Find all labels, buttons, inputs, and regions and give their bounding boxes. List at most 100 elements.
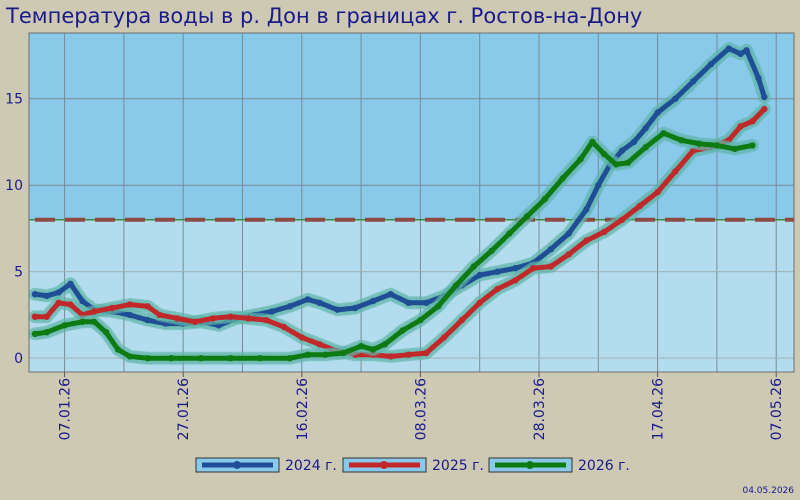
data-point [731,145,738,153]
data-point [79,318,86,325]
data-point [79,297,86,305]
data-point [654,109,661,116]
data-point [547,263,555,270]
data-point [144,303,151,310]
data-point [583,206,590,213]
data-point [168,355,175,362]
data-point [618,216,626,223]
data-point [174,315,181,322]
x-tick-label: 07.01.26 [58,378,74,440]
data-point [512,277,519,284]
legend-label: 2026 г. [578,458,630,474]
data-point [494,285,501,293]
plot-frame [28,32,795,373]
data-point [298,334,305,341]
data-point [630,138,638,146]
legend-label: 2024 г. [285,458,337,474]
data-point [304,296,311,303]
x-tick-label: 17.04.26 [651,378,667,440]
data-point [405,299,412,306]
data-point [506,230,513,237]
data-point [559,175,566,182]
legend-item-2: 2025 г. [342,457,484,474]
data-point [476,299,483,306]
data-point [595,182,602,189]
data-point [660,130,667,137]
data-point [612,161,620,168]
data-point [387,353,394,360]
data-point [322,351,329,358]
y-tick-label: 5 [14,265,23,281]
data-point [583,237,590,244]
data-point [725,45,732,52]
data-point [458,316,466,324]
data-point [423,299,430,306]
data-point [197,355,205,362]
data-point [91,318,98,325]
data-point [541,195,549,203]
legend-item-3: 2026 г. [488,457,630,474]
legend-item-1: 2024 г. [195,457,337,474]
data-point [476,271,483,279]
data-point [334,306,341,313]
data-point [227,355,234,362]
data-point [523,213,531,220]
y-tick-label: 15 [5,92,23,108]
data-point [43,313,50,320]
data-point [749,118,756,125]
chart-title: Температура воды в р. Дон в границах г. … [5,4,642,28]
data-point [31,330,39,338]
data-point [67,301,74,308]
data-point [55,289,62,296]
data-point [369,346,377,353]
data-point [494,268,501,275]
data-point [144,316,151,324]
data-point [381,341,388,348]
data-point [114,346,122,353]
data-point [387,291,394,298]
data-point [672,95,679,102]
data-point [654,188,661,196]
data-point [690,78,697,85]
data-point [126,353,133,360]
x-tick-label: 27.01.26 [176,378,192,440]
data-point [589,138,596,146]
footer-date: 04.05.2026 [742,486,794,496]
data-point [577,156,584,163]
data-point [268,308,276,315]
data-point [316,299,323,306]
data-point [43,292,50,300]
data-point [565,230,572,237]
data-point [470,263,477,270]
data-point [761,105,768,113]
data-point [601,228,608,236]
data-point [743,47,750,54]
plot-background-upper [29,33,794,220]
data-point [695,140,703,147]
data-point [672,168,679,175]
data-point [642,124,649,132]
data-point [417,316,424,324]
plot-background-lower [29,219,794,372]
data-point [452,282,460,289]
data-point [144,355,151,362]
series-3 [28,126,759,365]
data-point [369,297,377,305]
data-point [227,313,234,320]
y-tick-label: 0 [14,351,23,367]
data-point [191,318,199,325]
data-point [91,308,98,315]
data-point [529,265,537,272]
data-point [636,202,643,210]
data-point [209,315,216,322]
data-point [286,303,294,310]
data-point [737,50,744,57]
series-2 [28,102,771,363]
y-tick-label: 10 [5,178,23,194]
x-tick-label: 28.03.26 [532,378,548,440]
legend-swatch-dot [380,461,388,469]
data-point [547,246,555,253]
legend-swatch-dot [233,461,241,469]
data-point [399,327,406,334]
data-point [707,60,715,68]
